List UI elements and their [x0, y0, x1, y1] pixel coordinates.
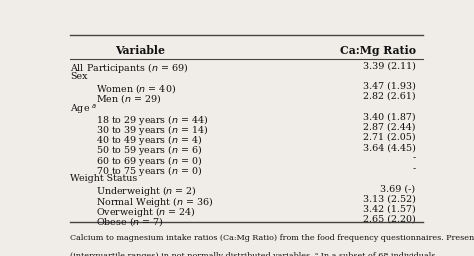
Text: 50 to 59 years ($n$ = 6): 50 to 59 years ($n$ = 6) — [96, 143, 202, 157]
Text: 2.65 (2.20): 2.65 (2.20) — [363, 215, 416, 224]
Text: 3.64 (4.45): 3.64 (4.45) — [363, 143, 416, 152]
Text: Sex: Sex — [70, 71, 88, 81]
Text: 3.40 (1.87): 3.40 (1.87) — [363, 113, 416, 122]
Text: Age $^a$: Age $^a$ — [70, 102, 98, 116]
Text: 40 to 49 years ($n$ = 4): 40 to 49 years ($n$ = 4) — [96, 133, 202, 147]
Text: 18 to 29 years ($n$ = 44): 18 to 29 years ($n$ = 44) — [96, 113, 209, 126]
Text: Calcium to magnesium intake ratios (Ca:Mg Ratio) from the food frequency questio: Calcium to magnesium intake ratios (Ca:M… — [70, 234, 474, 242]
Text: 2.71 (2.05): 2.71 (2.05) — [363, 133, 416, 142]
Text: Women ($n$ = 40): Women ($n$ = 40) — [96, 82, 176, 95]
Text: Men ($n$ = 29): Men ($n$ = 29) — [96, 92, 161, 105]
Text: Ca:Mg Ratio: Ca:Mg Ratio — [339, 45, 416, 56]
Text: 30 to 39 years ($n$ = 14): 30 to 39 years ($n$ = 14) — [96, 123, 209, 137]
Text: Variable: Variable — [115, 45, 165, 56]
Text: Weight Status: Weight Status — [70, 174, 137, 183]
Text: Underweight ($n$ = 2): Underweight ($n$ = 2) — [96, 184, 197, 198]
Text: Normal Weight ($n$ = 36): Normal Weight ($n$ = 36) — [96, 195, 214, 209]
Text: 2.87 (2.44): 2.87 (2.44) — [363, 123, 416, 132]
Text: 3.39 (2.11): 3.39 (2.11) — [363, 61, 416, 70]
Text: 3.42 (1.57): 3.42 (1.57) — [363, 205, 416, 214]
Text: Obese ($n$ = 7): Obese ($n$ = 7) — [96, 215, 164, 228]
Text: (interquartile ranges) in not normally distributed variables. ᵃ In a subset of 6: (interquartile ranges) in not normally d… — [70, 252, 438, 256]
Text: 70 to 75 years ($n$ = 0): 70 to 75 years ($n$ = 0) — [96, 164, 202, 178]
Text: Overweight ($n$ = 24): Overweight ($n$ = 24) — [96, 205, 196, 219]
Text: 2.82 (2.61): 2.82 (2.61) — [363, 92, 416, 101]
Text: -: - — [412, 154, 416, 163]
Text: All Participants ($n$ = 69): All Participants ($n$ = 69) — [70, 61, 189, 75]
Text: 3.13 (2.52): 3.13 (2.52) — [363, 195, 416, 204]
Text: 60 to 69 years ($n$ = 0): 60 to 69 years ($n$ = 0) — [96, 154, 202, 167]
Text: -: - — [412, 164, 416, 173]
Text: 3.47 (1.93): 3.47 (1.93) — [363, 82, 416, 91]
Text: 3.69 (-): 3.69 (-) — [381, 184, 416, 193]
